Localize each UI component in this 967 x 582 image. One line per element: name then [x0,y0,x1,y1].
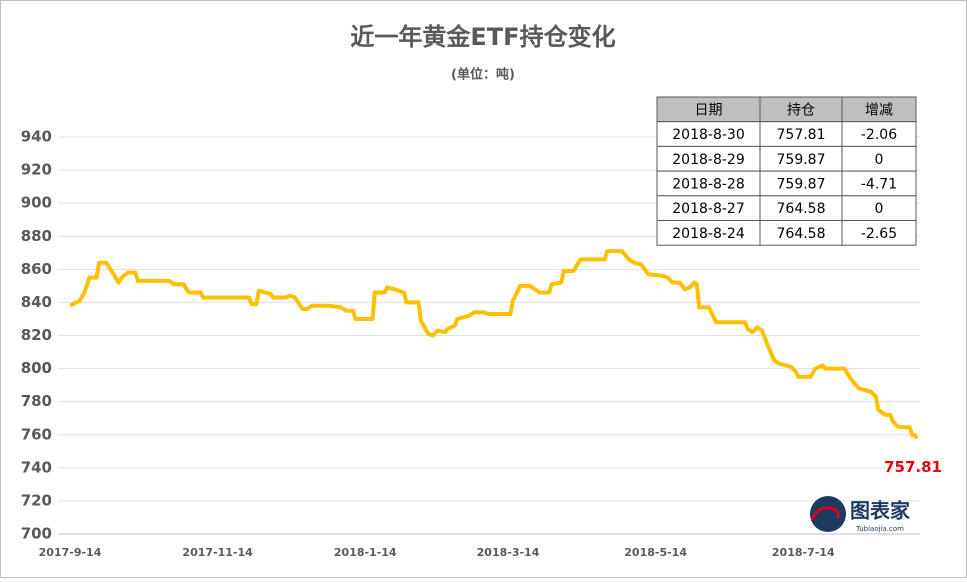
table-text: 757.81 [777,127,826,143]
y-tick-label: 720 [21,491,52,509]
logo-text: 图表家 [850,499,911,523]
table-cell [841,121,917,147]
table-cell [841,170,917,197]
table-cell [656,121,761,147]
y-tick-label: 820 [21,326,52,344]
table-cell [656,220,761,246]
y-tick-label: 800 [21,359,52,377]
x-tick-label: 2018-5-14 [624,546,687,559]
table-text: 759.87 [777,176,826,192]
table-text: 2018-8-28 [672,176,744,192]
table-text: 2018-8-27 [672,201,744,217]
logo-icon [810,506,840,521]
y-tick-label: 780 [21,392,52,410]
table-cell [759,145,843,172]
table-text: 0 [875,201,884,217]
table-cell [759,195,843,222]
table-header-cell [759,96,843,123]
x-tick-label: 2018-3-14 [477,546,540,559]
chart-subtitle: (单位：吨) [451,67,515,83]
table-header: 增减 [865,102,893,118]
table-cell [841,195,917,222]
table-text: 759.87 [777,152,826,168]
table: 日期 持仓 增减 2018-8-30 757.81 -2.06 2018-8-29 759.8… [656,96,917,246]
table-text: -2.65 [861,226,897,242]
table-text: 2018-8-24 [672,226,745,242]
x-tick-label: 2018-7-14 [772,546,835,559]
table-header-cell [656,96,761,123]
data-label: 757.81 [884,458,942,476]
y-tick-label: 880 [21,227,52,245]
table-header: 日期 [695,102,723,118]
logo: 图表家 Tubiaojia.com [810,496,911,533]
chart-title: 近一年黄金ETF持仓变化 [350,23,615,51]
table-cell [759,220,843,246]
plot: 700 720 740 760 780 800 820 840 860 880 900 920 940 2… [21,128,942,560]
data-line [69,249,919,440]
table-text: 764.58 [777,226,826,242]
y-tick-label: 860 [21,260,52,278]
y-tick-label: 740 [21,458,52,476]
y-tick-label: 900 [21,194,52,212]
table-text: 2018-8-30 [672,127,744,143]
y-tick-label: 760 [21,425,52,443]
x-tick-label: 2017-9-14 [39,546,102,559]
logo-site: Tubiaojia.com [855,525,904,533]
table-cell [656,170,761,197]
table-text: -2.06 [861,127,897,143]
table-cell [841,145,917,172]
table-text: 2018-8-29 [672,152,744,168]
table-text: 764.58 [777,201,826,217]
table-text: 0 [875,152,884,168]
table-text: -4.71 [861,176,897,192]
x-tick-label: 2018-1-14 [334,546,397,559]
y-tick-label: 920 [21,161,52,179]
y-tick-label: 940 [21,128,52,146]
table-header: 持仓 [787,102,815,118]
logo-icon [810,496,846,532]
table-cell [841,220,917,246]
y-tick-label: 840 [21,293,52,311]
y-tick-label: 700 [21,525,52,543]
x-tick-label: 2017-11-14 [182,546,253,559]
